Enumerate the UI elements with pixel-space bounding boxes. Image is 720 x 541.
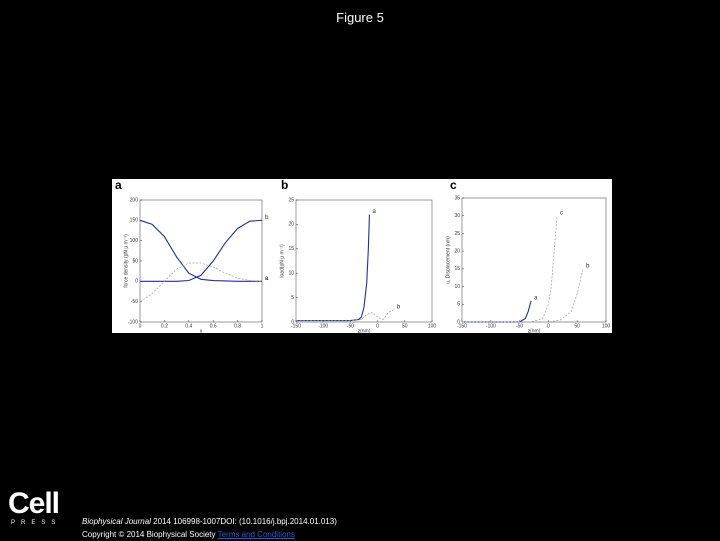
y-tick-label: 20 xyxy=(288,222,294,228)
panel-label: c xyxy=(450,178,457,192)
x-tick-label: 100 xyxy=(428,323,437,329)
series-label: c xyxy=(560,210,563,216)
y-axis-label: u, Displacement (nm) xyxy=(445,236,451,284)
y-tick-label: 20 xyxy=(454,248,460,254)
x-tick-label: 0 xyxy=(547,323,550,329)
footer: Biophysical Journal 2014 106998-1007DOI:… xyxy=(82,515,337,541)
series-label: b xyxy=(265,215,269,221)
y-axis-label: force density (pN µ m⁻³) xyxy=(123,234,129,288)
series-label: c xyxy=(265,276,268,282)
x-tick-label: -50 xyxy=(516,323,523,329)
series-line xyxy=(296,309,395,321)
copyright-line: Copyright © 2014 Biophysical Society Ter… xyxy=(82,528,337,541)
y-tick-label: 100 xyxy=(130,238,139,244)
series-label: b xyxy=(397,304,401,310)
panel-label: a xyxy=(115,178,122,192)
x-tick-label: 0.8 xyxy=(234,323,241,329)
logo-name: Cell xyxy=(8,487,60,520)
journal: Biophysical Journal xyxy=(82,517,151,526)
citation-line: Biophysical Journal 2014 106998-1007DOI:… xyxy=(82,515,337,528)
y-tick-label: -100 xyxy=(128,319,138,325)
y-tick-label: 30 xyxy=(454,213,460,219)
logo-sub: PRESS xyxy=(11,520,62,526)
x-tick-label: 0 xyxy=(139,323,142,329)
y-tick-label: 25 xyxy=(288,197,294,203)
x-axis-label: z(nm) xyxy=(528,328,541,334)
y-tick-label: 10 xyxy=(288,271,294,277)
y-tick-label: 5 xyxy=(291,295,294,301)
series-line xyxy=(139,219,262,282)
x-tick-label: -150 xyxy=(457,323,467,329)
x-axis-label: x xyxy=(200,328,203,334)
y-tick-label: 25 xyxy=(454,231,460,237)
figure-background xyxy=(112,179,612,333)
series-line xyxy=(140,219,263,282)
copyright: Copyright © 2014 Biophysical Society xyxy=(82,530,216,539)
y-tick-label: 35 xyxy=(454,195,460,201)
y-tick-label: 15 xyxy=(288,246,294,252)
x-tick-label: 100 xyxy=(602,323,611,329)
y-tick-label: 0 xyxy=(291,319,294,325)
y-tick-label: 15 xyxy=(454,266,460,272)
series-line xyxy=(462,268,584,323)
x-axis-label: z(nm) xyxy=(358,328,371,334)
x-tick-label: -100 xyxy=(486,323,496,329)
series-line xyxy=(462,300,532,323)
y-tick-label: 150 xyxy=(130,218,139,224)
y-tick-label: 10 xyxy=(454,284,460,290)
y-tick-label: 50 xyxy=(132,258,138,264)
terms-link[interactable]: Terms and Conditions xyxy=(217,530,295,539)
panel-label: b xyxy=(281,178,288,192)
y-tick-label: -50 xyxy=(131,299,138,305)
x-tick-label: 50 xyxy=(402,323,408,329)
y-tick-label: 0 xyxy=(457,319,460,325)
x-tick-label: 0.4 xyxy=(185,323,192,329)
x-tick-label: 1 xyxy=(261,323,264,329)
citation: 2014 106998-1007DOI: (10.1016/j.bpj.2014… xyxy=(153,517,337,526)
x-tick-label: -100 xyxy=(318,323,328,329)
x-tick-label: 0 xyxy=(376,323,379,329)
y-tick-label: 200 xyxy=(130,197,139,203)
logo: Cell PRESS xyxy=(8,487,62,527)
series-line xyxy=(462,215,558,323)
x-tick-label: -150 xyxy=(291,323,301,329)
y-tick-label: 5 xyxy=(457,302,460,308)
x-tick-label: 0.6 xyxy=(210,323,217,329)
series-label: a xyxy=(265,276,269,282)
plot-frame xyxy=(295,199,433,323)
series-label: b xyxy=(586,263,590,269)
slide-title: Figure 5 xyxy=(336,10,384,25)
x-tick-label: 50 xyxy=(574,323,580,329)
series-label: a xyxy=(372,209,376,215)
x-tick-label: 0.2 xyxy=(161,323,168,329)
y-axis-label: load(pN µ m⁻²) xyxy=(279,244,285,278)
series-line xyxy=(139,262,263,302)
x-tick-label: -50 xyxy=(347,323,354,329)
series-label: a xyxy=(534,295,538,301)
y-tick-label: 0 xyxy=(135,279,138,285)
